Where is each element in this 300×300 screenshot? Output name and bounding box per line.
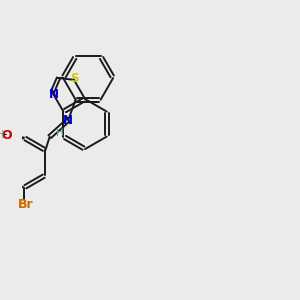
Text: -: - bbox=[2, 128, 7, 141]
Text: N: N bbox=[63, 114, 73, 127]
Text: Br: Br bbox=[18, 198, 33, 211]
Text: H: H bbox=[0, 130, 4, 140]
Text: S: S bbox=[70, 72, 78, 86]
Text: N: N bbox=[49, 88, 59, 100]
Text: H: H bbox=[56, 128, 64, 138]
Text: O: O bbox=[2, 129, 12, 142]
